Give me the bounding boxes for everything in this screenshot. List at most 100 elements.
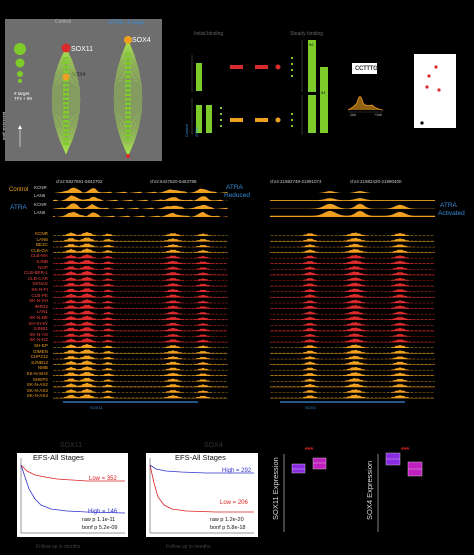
signal-track xyxy=(270,366,435,371)
signal-track xyxy=(270,232,435,236)
signal-track xyxy=(270,333,435,337)
signal-track xyxy=(53,237,228,242)
tracks-right-coord-2: chr4:21982420-21990400 xyxy=(350,179,402,184)
signal-track xyxy=(270,394,435,399)
track-top-label-3: KCNR xyxy=(34,202,47,207)
cell-line-label: LAN5 xyxy=(36,236,49,242)
signal-track xyxy=(270,282,435,287)
signal-track xyxy=(53,337,228,343)
km-left-low: Low = 352 xyxy=(89,476,117,482)
tracks-right-annotation-2: Activated xyxy=(438,210,465,217)
km-left-bonf-p: bonf p 5.2e-09 xyxy=(82,525,118,531)
signal-track xyxy=(53,394,228,399)
cell-line-label: NMB xyxy=(37,365,48,371)
signal-track xyxy=(53,288,228,292)
signal-track xyxy=(270,191,435,193)
tracks-right-annotation-1: ATRA xyxy=(440,202,457,209)
cell-line-label: SK-N-AS2 xyxy=(26,382,48,388)
km-left-gene: SOX11 xyxy=(60,442,83,449)
cell-line-label: SK-N-AS3 xyxy=(26,387,48,393)
cell-line-label: SH-EP xyxy=(33,343,48,348)
signal-track xyxy=(53,371,228,376)
signal-track xyxy=(53,293,228,298)
cell-line-label: CLB-CAR xyxy=(27,275,48,281)
signal-track xyxy=(53,343,228,348)
signal-track xyxy=(53,327,228,332)
signal-track xyxy=(270,355,435,360)
track-top-label-1: KCNR xyxy=(34,185,47,190)
signal-track xyxy=(270,310,435,315)
signal-track xyxy=(53,276,228,281)
cell-line-label: SK-N-SH2 xyxy=(26,371,48,376)
signal-track xyxy=(53,243,228,248)
panel-b-bar-value-1: 98 xyxy=(309,42,314,47)
signal-track xyxy=(53,349,228,354)
signal-track xyxy=(53,315,228,320)
cell-line-label: KCNR xyxy=(34,231,48,236)
km-left-high: High = 146 xyxy=(88,509,118,515)
signal-track xyxy=(270,277,435,281)
panel-b-xlabel-atra: ATRA xyxy=(194,126,199,137)
panel-a-col-left: Control xyxy=(55,19,72,25)
box-left-ylabel: SOX11 Expression xyxy=(271,457,280,520)
tracks-left-annotation-2: Reduced xyxy=(224,192,251,199)
signal-track xyxy=(53,259,228,264)
cell-line-label: SHEP2 xyxy=(32,376,48,382)
cell-line-label: SJNB xyxy=(36,259,48,264)
cell-line-label: SKNAS xyxy=(32,281,48,287)
cell-line-label: SK-N-SH xyxy=(29,298,48,304)
cell-line-label: GIMEN xyxy=(32,348,48,354)
panel-b-graphic xyxy=(191,40,456,135)
cell-line-label: SK-N-BE xyxy=(29,315,48,320)
panel-a-gene-right: SOX4 xyxy=(132,37,151,44)
signal-track xyxy=(270,322,435,326)
signal-track xyxy=(53,282,228,287)
km-right-title: EFS-All Stages xyxy=(175,453,226,462)
signal-track xyxy=(270,383,435,388)
signal-track xyxy=(53,254,228,259)
cell-line-label: CLB-GA xyxy=(30,247,48,253)
tracks-left-annotation-1: ATRA xyxy=(226,184,243,191)
signal-track xyxy=(270,338,435,343)
signal-track xyxy=(53,248,228,253)
panel-a-orange-label: SOX4 xyxy=(72,72,86,78)
signal-track xyxy=(270,316,435,320)
box-left-stars: *** xyxy=(305,447,314,454)
track-top-label-2: LAN5 xyxy=(34,193,46,198)
km-right-bonf-p: bonf p 5.8e-18 xyxy=(210,525,246,531)
signal-track xyxy=(270,260,435,264)
signal-track xyxy=(270,293,435,298)
cell-line-label: IMR32 xyxy=(34,303,48,309)
signal-track xyxy=(53,355,228,360)
signal-track xyxy=(53,321,228,326)
km-right-curves xyxy=(149,458,254,534)
km-right-high: High = 292 xyxy=(222,468,252,474)
panel-b-xlabel-control: Control xyxy=(184,124,189,137)
signal-track xyxy=(270,304,435,309)
cell-line-label: BE2C xyxy=(35,242,48,248)
panel-b-motif-label: CCTTTG xyxy=(355,66,378,72)
panel-a-graph xyxy=(14,36,143,158)
panel-b-right-title: Steady binding xyxy=(290,31,324,37)
signal-track xyxy=(270,203,435,209)
signal-track xyxy=(270,288,435,292)
tracks-right-svg xyxy=(270,191,435,403)
cell-line-label: SJNB12 xyxy=(31,359,48,365)
signal-track xyxy=(53,388,228,393)
signal-track xyxy=(53,270,228,276)
track-group-control: Control xyxy=(9,187,29,193)
track-top-label-4: LAN5 xyxy=(34,210,46,215)
signal-track xyxy=(53,333,228,337)
cell-line-label: SJNB1 xyxy=(33,326,48,332)
panel-b-motif-axis-right: +1kb xyxy=(374,113,382,117)
panel-a-gene-left: SOX11 xyxy=(71,46,94,53)
panel-a-axis-2: TFs + 99 xyxy=(14,96,32,101)
signal-track xyxy=(53,299,228,304)
km-left-plot xyxy=(17,453,128,537)
signal-track xyxy=(53,265,228,270)
signal-track xyxy=(53,211,228,217)
km-right-plot xyxy=(146,453,258,537)
km-left-xlabel: Follow up in months xyxy=(36,544,81,550)
signal-track xyxy=(270,248,435,253)
tracks-right-coord-1: chr4:21982749-21991074 xyxy=(270,179,322,184)
